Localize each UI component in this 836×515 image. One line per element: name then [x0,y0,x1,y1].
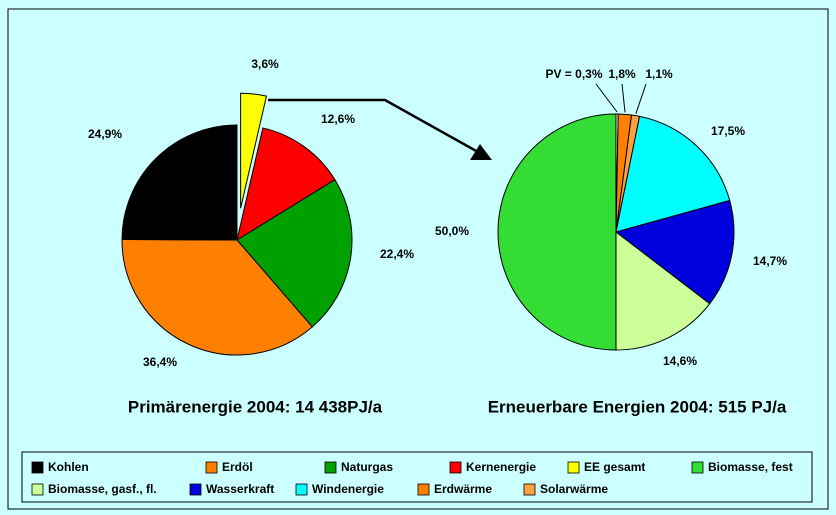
value-label: 22,4% [380,247,414,261]
pie-slice [497,113,617,351]
legend-label: Solarwärme [540,482,608,496]
value-label: 14,7% [753,254,787,268]
legend-label: Wasserkraft [206,482,274,496]
legend-swatch [205,461,218,474]
value-label: 17,5% [711,124,745,138]
pie-slice [236,179,353,328]
legend-swatch [567,461,580,474]
legend-swatch [31,483,44,496]
value-label: 12,6% [321,112,355,126]
legend-swatch [523,483,536,496]
arrow-head [470,144,492,160]
pie-slice [614,199,735,305]
legend-swatch [417,483,430,496]
pie-slice [121,124,238,241]
legend-swatch [449,461,462,474]
pie-title: Primärenergie 2004: 14 438PJ/a [128,397,383,416]
pie-slice [615,230,711,351]
pie-slice [121,238,314,356]
value-label: 1,1% [645,67,673,81]
leader-line [621,83,626,113]
legend-frame [21,451,813,503]
value-label: 1,8% [608,67,636,81]
legend-label: EE gesamt [584,460,645,474]
legend-label: Naturgas [341,460,393,474]
pie-title: Erneuerbare Energien 2004: 515 PJ/a [488,397,787,416]
pie-slice [240,92,268,209]
legend-label: Biomasse, gasf., fl. [48,482,157,496]
legend-label: Biomasse, fest [708,460,793,474]
pie-slice [615,115,731,233]
legend-swatch [295,483,308,496]
legend-label: Kohlen [48,460,89,474]
value-label: 50,0% [435,224,469,238]
legend-swatch [691,461,704,474]
value-label: 36,4% [143,355,177,369]
leader-line [635,83,647,114]
legend-label: Erdöl [222,460,253,474]
value-label: PV = 0,3% [545,67,602,81]
legend-label: Windenergie [312,482,384,496]
pie-slice [236,127,336,242]
value-label: 3,6% [251,57,279,71]
legend-swatch [324,461,337,474]
legend-swatch [189,483,202,496]
arrow [268,98,479,154]
value-label: 24,9% [88,127,122,141]
leader-line [595,83,618,113]
value-label: 14,6% [663,354,697,368]
legend-label: Erdwärme [434,482,492,496]
plot-frame [7,8,829,510]
legend-label: Kernenergie [466,460,536,474]
legend-swatch [31,461,44,474]
